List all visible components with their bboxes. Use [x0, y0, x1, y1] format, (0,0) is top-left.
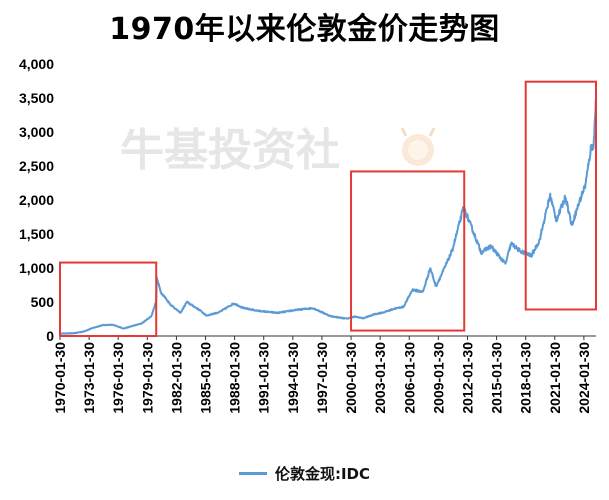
x-tick-label: 1979-01-30: [139, 342, 155, 414]
x-tick-label: 2015-01-30: [489, 342, 505, 414]
legend: 伦敦金现:IDC: [0, 460, 609, 484]
x-tick-label: 2006-01-30: [401, 342, 417, 414]
chart-title: 1970年以来伦敦金价走势图: [109, 12, 500, 47]
highlight-box: [59, 261, 158, 337]
x-tick-label: 1988-01-30: [227, 342, 243, 414]
y-tick-label: 2,500: [19, 158, 54, 174]
legend-label: 伦敦金现:IDC: [274, 465, 371, 483]
y-tick-label: 0: [46, 328, 54, 344]
mascot-logo-icon: [400, 127, 436, 166]
y-tick-label: 3,500: [19, 90, 54, 106]
highlight-box: [350, 170, 466, 332]
x-tick-label: 2024-01-30: [576, 342, 592, 414]
x-tick-label: 1985-01-30: [198, 342, 214, 414]
x-tick-label: 1973-01-30: [81, 342, 97, 414]
watermark-text: 牛基投资社: [120, 125, 340, 176]
y-tick-label: 2,000: [19, 192, 54, 208]
line-chart: 牛基投资社 0 500 1,000 1,500 2,000 2,500 3,000 3,500…: [19, 56, 598, 414]
y-tick-label: 4,000: [19, 56, 54, 72]
x-axis-labels: 1970-01-30 1973-01-30 1976-01-30 1979-01-30…: [52, 342, 592, 414]
y-tick-label: 1,500: [19, 226, 54, 242]
x-tick-label: 2018-01-30: [518, 342, 534, 414]
legend-item: 伦敦金现:IDC: [238, 463, 371, 484]
x-tick-label: 2003-01-30: [372, 342, 388, 414]
y-tick-label: 3,000: [19, 124, 54, 140]
series-layer: [59, 100, 597, 335]
series-line: [59, 100, 597, 335]
y-tick-label: 1,000: [19, 260, 54, 276]
x-tick-label: 1994-01-30: [285, 342, 301, 414]
y-tick-label: 500: [31, 294, 55, 310]
x-tick-label: 1982-01-30: [168, 342, 184, 414]
x-tick-label: 1970-01-30: [52, 342, 68, 414]
x-tick-label: 1991-01-30: [256, 342, 272, 414]
x-tick-label: 2021-01-30: [547, 342, 563, 414]
x-tick-label: 2000-01-30: [343, 342, 359, 414]
legend-swatch: [238, 472, 267, 475]
highlight-layer: [59, 80, 598, 337]
y-axis-labels: 0 500 1,000 1,500 2,000 2,500 3,000 3,500 4,000: [19, 56, 54, 344]
highlight-box: [524, 80, 598, 311]
x-tick-label: 2012-01-30: [459, 342, 475, 414]
x-tick-label: 1997-01-30: [314, 342, 330, 414]
x-tick-label: 2009-01-30: [430, 342, 446, 414]
x-tick-label: 1976-01-30: [110, 342, 126, 414]
